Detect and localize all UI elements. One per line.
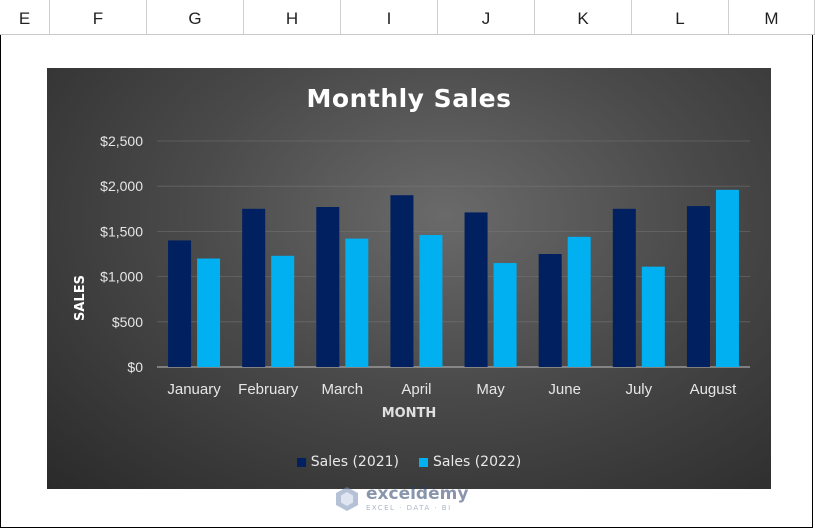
y-axis-label[interactable]: SALES <box>73 275 88 321</box>
x-tick-label: May <box>476 381 505 398</box>
column-header-m[interactable]: M <box>729 0 815 34</box>
legend-swatch-2021 <box>296 457 306 467</box>
bar-2022[interactable] <box>345 238 369 367</box>
legend-swatch-2022 <box>419 457 428 467</box>
column-header-l[interactable]: L <box>632 0 729 34</box>
chart-plot[interactable]: $0 $500 $1,000 $1,500 $2,000 $2,500 January Feb… <box>47 68 771 489</box>
bar-2022[interactable] <box>419 235 443 367</box>
chart-legend[interactable]: Sales (2021) Sales (2022) <box>47 454 771 470</box>
x-tick-label: April <box>401 381 431 398</box>
bar-2021[interactable] <box>316 206 340 367</box>
x-tick-label: March <box>321 381 363 398</box>
legend-label-2022: Sales (2022) <box>433 454 522 470</box>
chart-area[interactable]: Monthly Sales $0 $500 $1,000 $1,500 $2,000 $2… <box>47 68 771 489</box>
chart-title[interactable]: Monthly Sales <box>306 84 512 113</box>
y-tick-label: $1,500 <box>100 223 143 239</box>
bar-2021[interactable] <box>612 208 636 367</box>
bar-2021[interactable] <box>686 206 710 367</box>
exceldemy-watermark: exceldemy EXCEL · DATA · BI <box>334 482 484 516</box>
bar-2022[interactable] <box>715 189 739 367</box>
bar-2022[interactable] <box>567 236 591 367</box>
watermark-name: exceldemy <box>366 484 469 504</box>
x-tick-label: June <box>548 381 581 398</box>
x-tick-label: February <box>238 381 299 398</box>
column-header-h[interactable]: H <box>244 0 341 34</box>
y-tick-label: $2,500 <box>100 133 143 149</box>
y-tick-label: $0 <box>127 359 143 375</box>
legend-label-2021: Sales (2021) <box>310 454 399 470</box>
x-tick-label: January <box>167 381 221 398</box>
x-axis-label[interactable]: MONTH <box>381 406 437 421</box>
x-tick-label: August <box>690 381 738 398</box>
column-header-f[interactable]: F <box>50 0 147 34</box>
y-tick-label: $2,000 <box>100 178 143 194</box>
bar-2022[interactable] <box>493 263 517 367</box>
column-header-row: E F G H I J K L M <box>0 0 815 35</box>
column-header-g[interactable]: G <box>147 0 244 34</box>
legend-item-2022[interactable]: Sales (2022) <box>419 454 521 470</box>
x-tick-label: July <box>625 381 652 398</box>
watermark-tagline: EXCEL · DATA · BI <box>366 504 452 512</box>
bar-2021[interactable] <box>538 254 562 367</box>
bar-2022[interactable] <box>197 258 221 367</box>
bar-2021[interactable] <box>464 212 488 367</box>
bar-2021[interactable] <box>168 240 192 367</box>
bar-2021[interactable] <box>390 195 414 367</box>
bar-2022[interactable] <box>641 266 665 367</box>
legend-item-2021[interactable]: Sales (2021) <box>296 454 399 470</box>
column-header-k[interactable]: K <box>535 0 632 34</box>
column-header-e[interactable]: E <box>0 0 50 34</box>
bar-2021[interactable] <box>242 208 266 367</box>
bar-2022[interactable] <box>271 255 295 367</box>
y-tick-label: $500 <box>112 314 143 330</box>
y-tick-label: $1,000 <box>100 269 143 285</box>
column-header-i[interactable]: I <box>341 0 438 34</box>
column-header-j[interactable]: J <box>438 0 535 34</box>
exceldemy-logo-icon <box>336 487 358 511</box>
